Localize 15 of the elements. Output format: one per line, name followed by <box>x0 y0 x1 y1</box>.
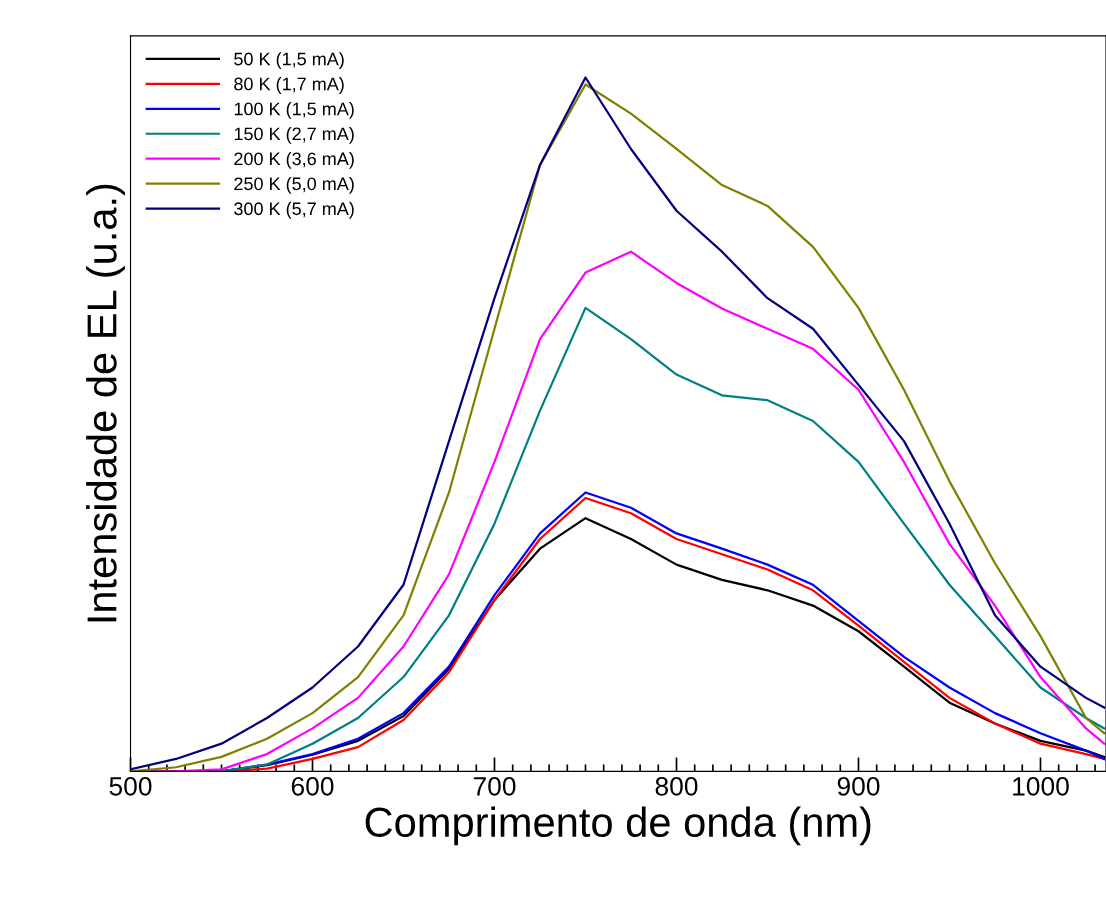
x-tick-label: 800 <box>655 776 698 796</box>
legend-label: 50 K (1,5 mA) <box>234 52 344 69</box>
y-axis-title: Intensidade de EL (u.a.) <box>86 184 125 622</box>
x-tick-label: 1000 <box>1013 776 1069 796</box>
legend-label: 250 K (5,0 mA) <box>234 176 354 194</box>
x-tick-label: 600 <box>291 776 334 796</box>
x-tick-label: 900 <box>837 776 880 796</box>
x-axis-title: Comprimento de onda (nm) <box>365 806 871 846</box>
legend-label: 80 K (1,7 mA) <box>234 77 344 94</box>
legend-label: 150 K (2,7 mA) <box>234 127 354 144</box>
legend-label: 300 K (5,7 mA) <box>234 201 354 219</box>
legend-label: 200 K (3,6 mA) <box>234 151 354 169</box>
x-tick-label: 500 <box>109 776 152 796</box>
x-tick-label: 700 <box>473 776 516 796</box>
legend-label: 100 K (1,5 mA) <box>234 102 354 119</box>
